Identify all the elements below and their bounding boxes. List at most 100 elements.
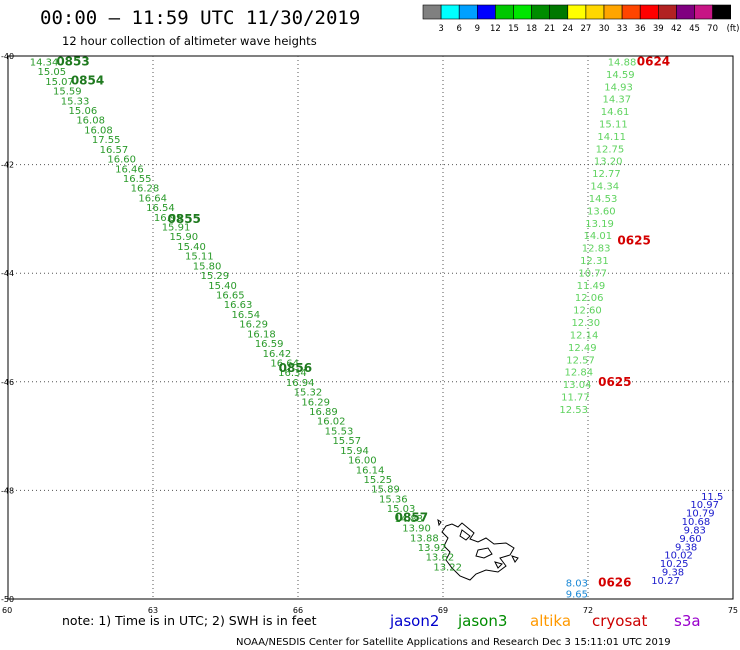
wave-height-label: 15.40 — [208, 281, 237, 292]
wave-height-label: 10.25 — [660, 559, 689, 570]
credit-line: NOAA/NESDIS Center for Satellite Applica… — [236, 637, 671, 648]
time-label: 0625 — [598, 375, 631, 389]
colorbar-swatch — [495, 4, 514, 20]
wave-height-label: 13.92 — [418, 543, 447, 554]
colorbar-label: 6 — [456, 24, 461, 34]
wave-height-label: 16.42 — [263, 349, 292, 360]
wave-height-label: 10.02 — [664, 551, 693, 562]
wave-height-label: 14.61 — [601, 107, 630, 118]
x-tick-label: 75 — [728, 606, 738, 615]
wave-height-label: 16.94 — [286, 378, 315, 389]
colorbar-label: 36 — [635, 24, 646, 34]
colorbar-swatch — [676, 4, 695, 20]
wave-height-label: 16.95 — [154, 213, 183, 224]
wave-height-label: 15.11 — [599, 119, 628, 130]
wave-height-label: 15.05 — [38, 67, 67, 78]
y-tick-label: -42 — [1, 161, 14, 170]
x-tick-label: 69 — [438, 606, 448, 615]
y-tick-label: -44 — [1, 269, 14, 278]
colorbar-label: 24 — [562, 24, 573, 34]
wave-height-label: 14.93 — [604, 82, 633, 93]
colorbar-swatch — [621, 4, 641, 20]
time-label: 0854 — [71, 73, 104, 87]
colorbar-swatch — [458, 4, 478, 20]
wave-height-label: 10.27 — [651, 576, 680, 587]
colorbar-label: 9 — [475, 24, 480, 34]
wave-height-label: 16.57 — [100, 145, 129, 156]
wave-height-label: 8.03 — [566, 579, 588, 590]
wave-height-label: 16.29 — [239, 320, 268, 331]
wave-height-label: 13.88 — [410, 533, 439, 544]
footnote: note: 1) Time is in UTC; 2) SWH is in fe… — [62, 613, 317, 628]
wave-height-label: 14.88 — [608, 57, 637, 68]
wave-height-label: 16.29 — [301, 397, 330, 408]
wave-height-label: 14.34 — [30, 57, 59, 68]
colorbar-label: 45 — [689, 24, 700, 34]
wave-height-label: 14.83 — [395, 514, 424, 525]
wave-height-label: 10.68 — [682, 517, 711, 528]
wave-height-label: 15.40 — [177, 242, 206, 253]
track-jason2: 11.510.9710.7910.689.839.609.3810.0210.2… — [651, 492, 723, 587]
wave-height-label: 15.94 — [340, 446, 369, 457]
axis-tick-labels: 60 63 66 69 72 75 -40 -42 -44 -46 -48 -50 — [1, 52, 738, 615]
legend-jason2: jason2 — [389, 612, 439, 630]
wave-height-label: 13.22 — [433, 562, 462, 573]
track-cryosat: 8.039.65 0626 — [566, 576, 632, 601]
wave-height-label: 13.62 — [426, 553, 455, 564]
colorbar-swatch — [712, 4, 731, 20]
colorbar-legend: 3 6 9 12 15 18 21 24 27 30 33 36 39 42 45 70 (ft) — [422, 4, 739, 34]
colorbar-swatch — [531, 4, 550, 20]
colorbar-label: 70 — [707, 24, 718, 34]
wave-height-label: 16.28 — [131, 184, 160, 195]
wave-height-label: 15.06 — [69, 106, 98, 117]
satellite-legend: jason2 jason3 altika cryosat s3a — [389, 612, 701, 630]
wave-height-label: 16.14 — [356, 465, 385, 476]
plot-area: 60 63 66 69 72 75-40-42-44-46-48-50 14.3415.0… — [1, 52, 738, 615]
time-label: 0856 — [279, 361, 312, 375]
colorbar-label: 42 — [671, 24, 682, 34]
wave-height-label: 13.04 — [563, 380, 592, 391]
time-label: 0625 — [617, 234, 650, 248]
altimeter-tracks: 14.3415.0515.0715.5915.3315.0616.0816.08… — [30, 54, 724, 600]
wave-height-label: 12.14 — [570, 330, 599, 341]
wave-height-label: 15.29 — [200, 271, 229, 282]
wave-height-label: 16.60 — [107, 155, 136, 166]
wave-height-label: 9.60 — [679, 534, 701, 545]
x-tick-label: 66 — [293, 606, 303, 615]
wave-height-label: 17.55 — [92, 135, 121, 146]
wave-height-label: 9.38 — [662, 568, 684, 579]
wave-height-label: 16.89 — [309, 407, 338, 418]
wave-height-label: 12.53 — [559, 405, 588, 416]
wave-height-label: 15.80 — [193, 261, 222, 272]
track-jason3: 14.3415.0515.0715.5915.3315.0616.0816.08… — [30, 54, 462, 573]
colorbar-swatch — [549, 4, 569, 20]
wave-height-label: 12.75 — [596, 144, 625, 155]
time-label: 0855 — [168, 212, 201, 226]
wave-height-label: 13.20 — [594, 157, 623, 168]
wave-height-label: 16.08 — [84, 125, 113, 136]
wave-height-label: 12.30 — [571, 318, 600, 329]
colorbar-label: 27 — [580, 24, 591, 34]
wave-height-label: 12.77 — [592, 169, 621, 180]
y-tick-label: -46 — [1, 378, 14, 387]
colorbar-label: 30 — [599, 24, 610, 34]
wave-height-label: 12.57 — [566, 355, 595, 366]
wave-height-label: 12.49 — [568, 343, 597, 354]
colorbar-label: 3 — [438, 24, 443, 34]
time-label: 0626 — [598, 576, 631, 590]
time-label: 0624 — [637, 54, 670, 68]
wave-height-label: 13.60 — [587, 206, 616, 217]
wave-height-label: 16.54 — [232, 310, 261, 321]
wave-height-label: 16.64 — [270, 358, 299, 369]
legend-jason3: jason3 — [457, 612, 507, 630]
wave-height-label: 12.31 — [580, 256, 609, 267]
wave-height-label: 10.77 — [578, 268, 607, 279]
x-tick-label: 63 — [148, 606, 158, 615]
chart-title: 00:00 – 11:59 UTC 11/30/2019 — [40, 7, 360, 29]
wave-height-label: 15.03 — [387, 504, 416, 515]
wave-height-label: 14.37 — [603, 95, 632, 106]
colorbar-label: 39 — [653, 24, 664, 34]
wave-height-label: 14.53 — [589, 194, 618, 205]
wave-height-label: 14.01 — [584, 231, 613, 242]
